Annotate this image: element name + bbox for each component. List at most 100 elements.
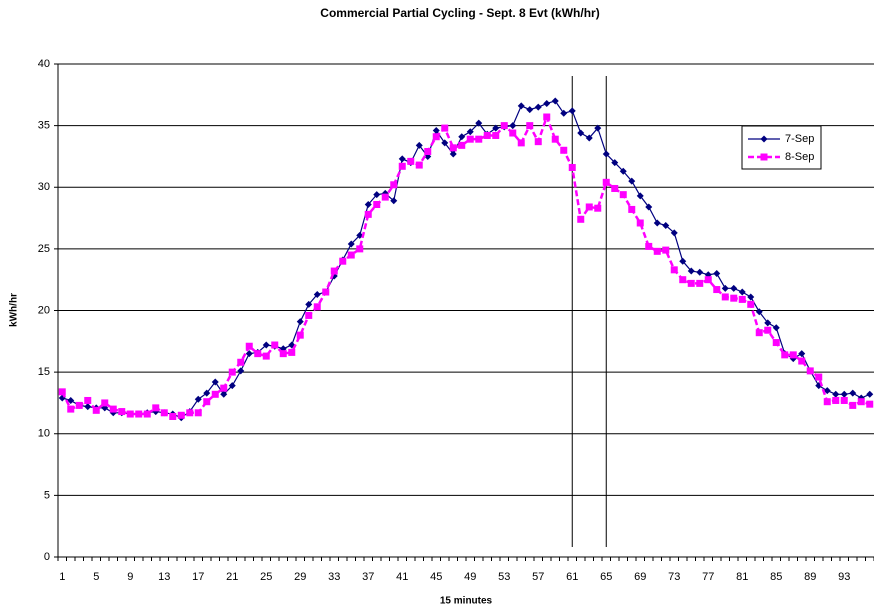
point bbox=[602, 150, 610, 158]
point bbox=[330, 267, 338, 275]
y-tick-label: 35 bbox=[38, 120, 50, 132]
point bbox=[866, 400, 874, 408]
point bbox=[492, 131, 500, 139]
point bbox=[594, 204, 602, 212]
point bbox=[75, 401, 83, 409]
x-tick-label: 45 bbox=[430, 571, 442, 583]
x-tick-label: 33 bbox=[328, 571, 340, 583]
point bbox=[92, 406, 100, 414]
point bbox=[313, 290, 321, 298]
point bbox=[687, 267, 695, 275]
point bbox=[305, 300, 313, 308]
y-tick-label: 5 bbox=[44, 489, 50, 501]
point bbox=[500, 122, 508, 130]
x-tick-label: 93 bbox=[838, 571, 850, 583]
x-tick-label: 73 bbox=[668, 571, 680, 583]
point bbox=[67, 405, 75, 413]
point bbox=[636, 219, 644, 227]
point bbox=[815, 373, 823, 381]
x-tick-label: 5 bbox=[93, 571, 99, 583]
point bbox=[526, 106, 534, 114]
point bbox=[228, 382, 236, 390]
x-tick-label: 21 bbox=[226, 571, 238, 583]
point bbox=[466, 128, 474, 136]
point bbox=[534, 103, 542, 111]
point bbox=[730, 284, 738, 292]
point bbox=[772, 324, 780, 332]
x-tick-label: 13 bbox=[158, 571, 170, 583]
point bbox=[789, 351, 797, 359]
x-tick-label: 85 bbox=[770, 571, 782, 583]
point bbox=[568, 164, 576, 172]
point bbox=[653, 247, 661, 255]
point bbox=[203, 398, 211, 406]
point bbox=[398, 155, 406, 163]
point bbox=[636, 192, 644, 200]
point bbox=[347, 240, 355, 248]
point bbox=[670, 229, 678, 237]
legend-box bbox=[741, 125, 822, 170]
point bbox=[509, 122, 517, 130]
legend: 7-Sep 8-Sep bbox=[741, 125, 822, 170]
point bbox=[840, 396, 848, 404]
point bbox=[662, 246, 670, 254]
point bbox=[279, 350, 287, 358]
point bbox=[237, 367, 245, 375]
x-tick-label: 41 bbox=[396, 571, 408, 583]
point bbox=[713, 270, 721, 278]
x-tick-label: 53 bbox=[498, 571, 510, 583]
point bbox=[526, 122, 534, 130]
point bbox=[645, 203, 653, 211]
point bbox=[347, 251, 355, 259]
point bbox=[245, 342, 253, 350]
point bbox=[653, 219, 661, 227]
point bbox=[143, 410, 151, 418]
point bbox=[441, 139, 449, 147]
point bbox=[390, 197, 398, 205]
point bbox=[432, 133, 440, 141]
point bbox=[738, 288, 746, 296]
point bbox=[645, 242, 653, 250]
x-tick-label: 89 bbox=[804, 571, 816, 583]
point bbox=[449, 150, 457, 158]
point bbox=[109, 405, 117, 413]
point bbox=[177, 411, 185, 419]
point bbox=[585, 134, 593, 142]
point bbox=[152, 404, 160, 412]
point bbox=[730, 294, 738, 302]
point bbox=[611, 184, 619, 192]
point bbox=[483, 131, 491, 139]
point bbox=[475, 135, 483, 143]
point bbox=[866, 390, 874, 398]
point bbox=[220, 384, 228, 392]
point bbox=[415, 161, 423, 169]
point bbox=[203, 389, 211, 397]
legend-label: 7-Sep bbox=[785, 133, 814, 145]
point bbox=[628, 205, 636, 213]
point bbox=[322, 288, 330, 296]
point bbox=[849, 401, 857, 409]
point bbox=[619, 191, 627, 199]
point bbox=[764, 319, 772, 327]
point bbox=[211, 390, 219, 398]
point bbox=[696, 268, 704, 276]
legend-marker bbox=[760, 135, 768, 143]
point bbox=[713, 286, 721, 294]
point bbox=[798, 350, 806, 358]
point bbox=[619, 167, 627, 175]
point bbox=[160, 409, 168, 417]
y-tick-label: 0 bbox=[44, 551, 50, 563]
x-tick-label: 65 bbox=[600, 571, 612, 583]
point bbox=[254, 350, 262, 358]
point bbox=[194, 409, 202, 417]
point bbox=[492, 124, 500, 132]
point bbox=[475, 119, 483, 127]
point bbox=[373, 201, 381, 209]
point bbox=[517, 139, 525, 147]
point bbox=[245, 350, 253, 358]
point bbox=[458, 133, 466, 141]
point bbox=[577, 215, 585, 223]
point bbox=[560, 109, 568, 117]
point bbox=[679, 276, 687, 284]
